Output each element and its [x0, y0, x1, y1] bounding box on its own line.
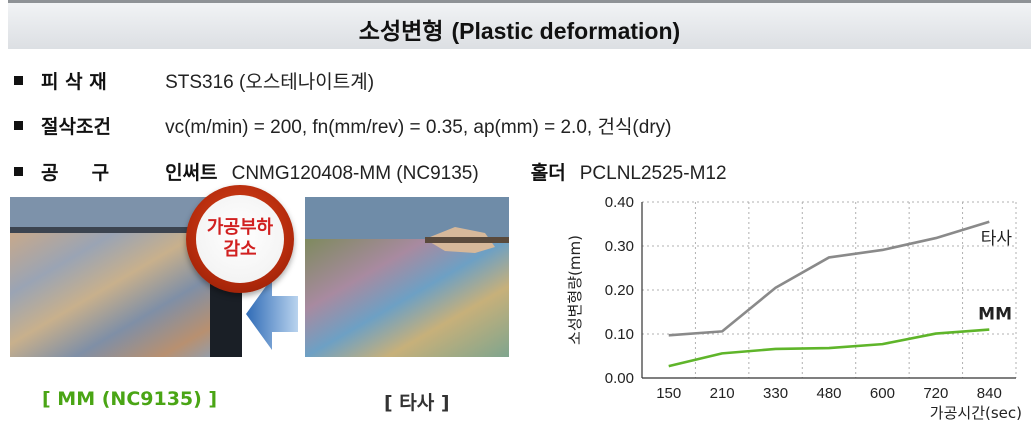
- y-tick-label: 0.20: [605, 282, 634, 299]
- arrow-left-icon: [246, 278, 298, 350]
- x-tick-label: 480: [816, 385, 841, 402]
- page-title: 소성변형 (Plastic deformation): [8, 12, 1031, 46]
- y-tick-label: 0.00: [605, 370, 634, 387]
- spec-cutting-conditions: 절삭조건 vc(m/min) = 200, fn(mm/rev) = 0.35,…: [14, 112, 671, 139]
- insert-value: CNMG120408-MM (NC9135): [231, 163, 479, 184]
- insert-label: 인써트: [165, 162, 218, 184]
- x-tick-label: 600: [870, 385, 895, 402]
- holder-value: PCLNL2525-M12: [579, 163, 727, 184]
- title-bar: 소성변형 (Plastic deformation): [8, 0, 1031, 49]
- y-tick-label: 0.10: [605, 326, 634, 343]
- x-tick-label: 210: [710, 385, 735, 402]
- bullet-icon: [14, 167, 23, 176]
- deformation-chart: 0.00 0.10 0.20 0.30 0.40 150 210 330 480 600 720 84…: [566, 194, 1022, 420]
- tick-labels: 0.00 0.10 0.20 0.30 0.40 150 210 330 480 600 720 84…: [605, 194, 1002, 402]
- load-reduction-badge: 가공부하 감소: [186, 185, 294, 293]
- x-tick-label: 840: [977, 385, 1002, 402]
- y-tick-label: 0.40: [605, 194, 634, 211]
- tool-label: 공 구: [41, 162, 110, 184]
- x-tick-label: 150: [656, 385, 681, 402]
- title-korean: 소성변형: [358, 19, 444, 45]
- badge-center: 가공부하 감소: [196, 195, 284, 283]
- workpiece-label: 피 삭 재: [41, 71, 107, 93]
- x-tick-label: 720: [923, 385, 948, 402]
- series-line-other: [668, 220, 990, 337]
- axes: [641, 202, 1016, 379]
- mm-caption: [ MM (NC9135) ]: [42, 388, 218, 410]
- title-english: (Plastic deformation): [451, 18, 681, 44]
- series-lines: [668, 220, 990, 368]
- series-label-mm: MM: [978, 305, 1012, 325]
- conditions-value: vc(m/min) = 200, fn(mm/rev) = 0.35, ap(m…: [165, 117, 672, 138]
- y-axis-label: 소성변형량(mm): [566, 235, 584, 345]
- badge-line-1: 가공부하: [206, 217, 274, 238]
- holder-label: 홀더: [530, 162, 566, 184]
- x-axis-label: 가공시간(sec): [930, 404, 1022, 420]
- y-tick-label: 0.30: [605, 238, 634, 255]
- bullet-icon: [14, 121, 23, 130]
- spec-tool: 공 구 인써트 CNMG120408-MM (NC9135) 홀더 PCLNL2…: [14, 158, 727, 185]
- competitor-insert-photo: [305, 197, 509, 357]
- workpiece-value: STS316 (오스테나이트계): [165, 72, 375, 93]
- series-line-mm: [668, 328, 990, 368]
- competitor-caption: [ 타사 ]: [384, 392, 450, 414]
- bullet-icon: [14, 76, 23, 85]
- conditions-label: 절삭조건: [41, 116, 111, 138]
- series-label-other: 타사: [981, 229, 1013, 249]
- x-tick-label: 330: [763, 385, 788, 402]
- spec-workpiece: 피 삭 재 STS316 (오스테나이트계): [14, 67, 374, 94]
- grid-lines: [642, 201, 1017, 378]
- badge-line-2: 감소: [223, 239, 257, 260]
